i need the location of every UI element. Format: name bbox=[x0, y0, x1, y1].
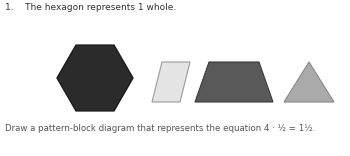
Polygon shape bbox=[195, 62, 273, 102]
Polygon shape bbox=[284, 62, 334, 102]
Text: Draw a pattern-block diagram that represents the equation 4 · ½ = 1½.: Draw a pattern-block diagram that repres… bbox=[5, 124, 315, 133]
Polygon shape bbox=[152, 62, 190, 102]
Polygon shape bbox=[57, 45, 133, 111]
Text: 1.    The hexagon represents 1 whole.: 1. The hexagon represents 1 whole. bbox=[5, 3, 176, 12]
